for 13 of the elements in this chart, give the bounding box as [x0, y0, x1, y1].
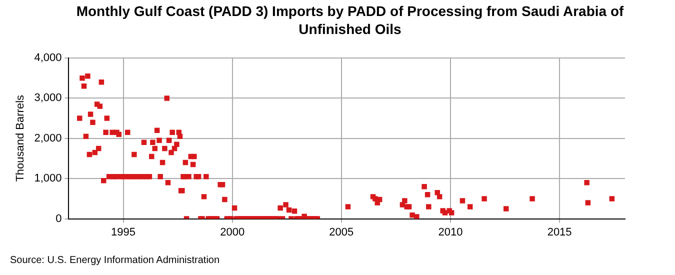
y-tick-label: 2,000: [34, 132, 62, 144]
x-tick-label: 2000: [220, 226, 245, 238]
y-tick-label: 0: [56, 212, 62, 225]
x-tick-label: 2005: [329, 226, 354, 238]
y-tick-label: 4,000: [34, 52, 62, 64]
y-tick-label: 3,000: [34, 92, 62, 104]
y-tick-label: 1,000: [34, 172, 62, 185]
x-tick-label: 1995: [111, 226, 136, 238]
chart-title: Monthly Gulf Coast (PADD 3) Imports by PADD of Processing from Saudi Arabia of Unfinished Oils: [75, 2, 625, 38]
x-tick-label: 2010: [438, 226, 463, 238]
x-tick-label: 2015: [547, 226, 572, 238]
y-axis-title: Thousand Barrels: [14, 94, 27, 182]
source-note: Source: U.S. Energy Information Administration: [10, 255, 220, 266]
